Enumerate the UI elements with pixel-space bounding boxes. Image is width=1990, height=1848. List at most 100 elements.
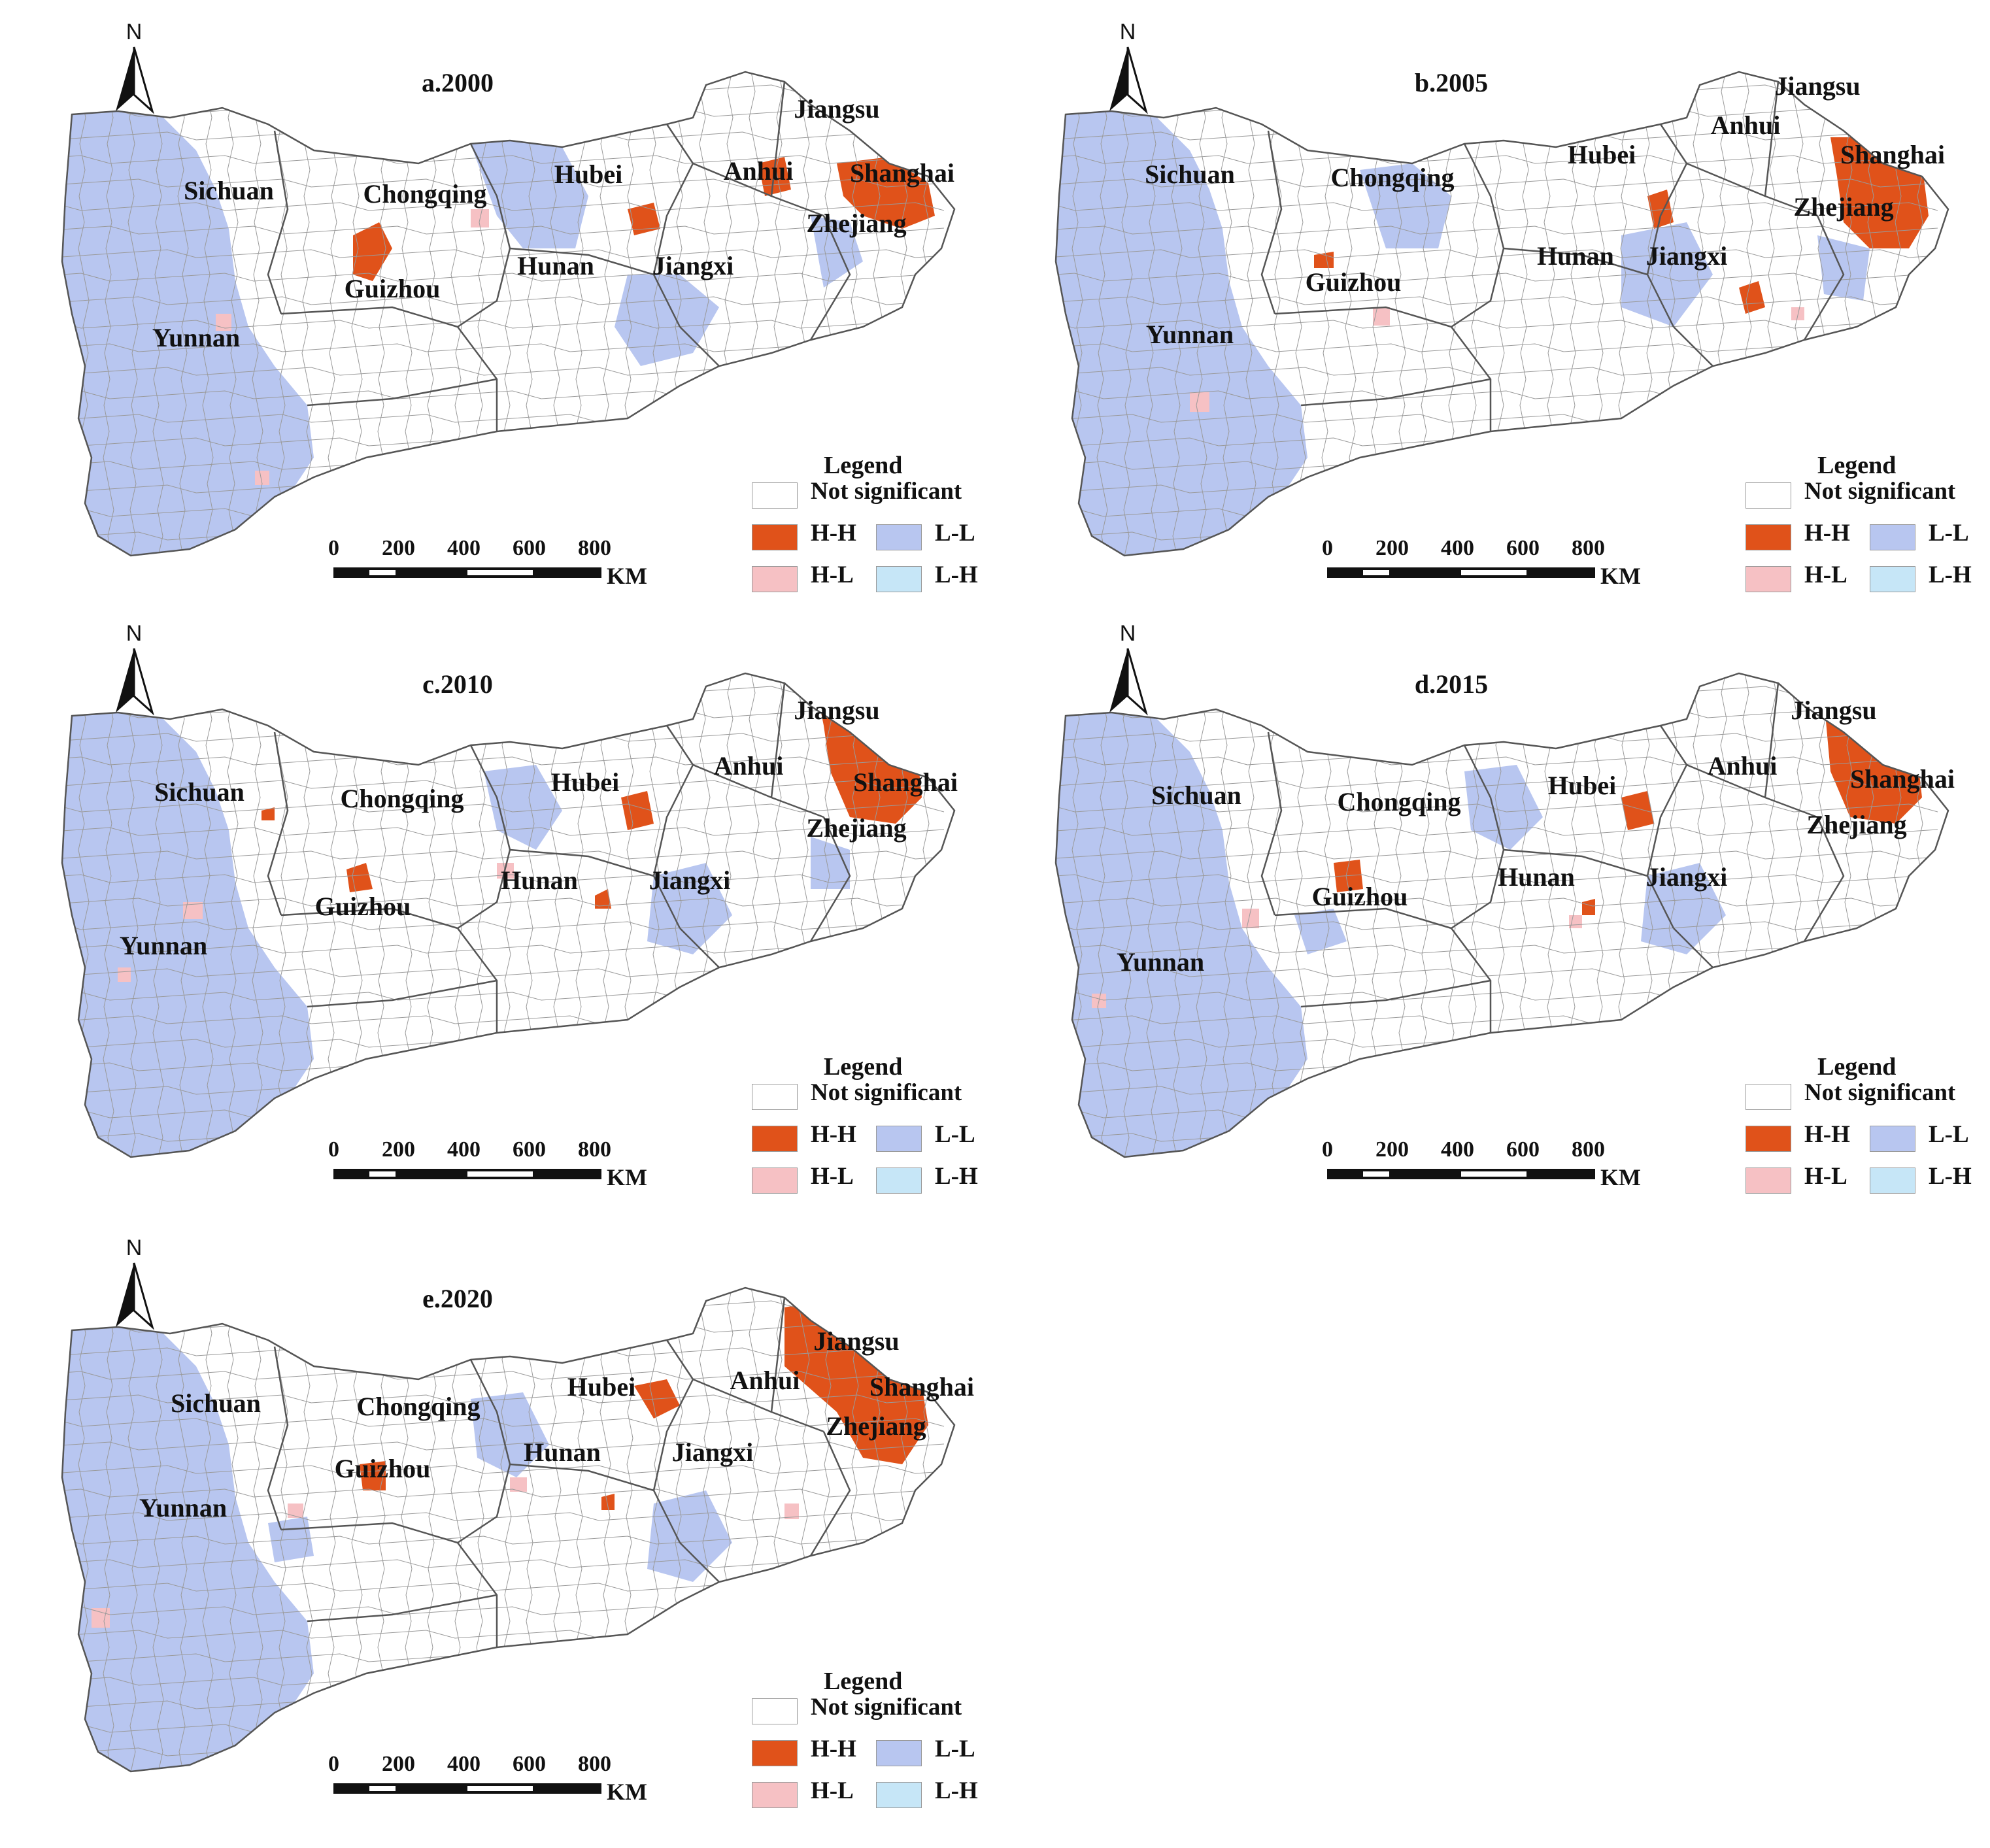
province-label-yunnan: Yunnan — [120, 931, 207, 960]
north-label: N — [126, 621, 143, 646]
province-label-sichuan: Sichuan — [1151, 781, 1241, 810]
legend-title: Legend — [824, 452, 903, 479]
province-label-jiangxi: Jiangxi — [1646, 241, 1727, 271]
hl-region — [1242, 909, 1259, 928]
hl-region — [784, 1504, 799, 1519]
province-label-shanghai: Shanghai — [853, 767, 958, 797]
province-boundaries — [1260, 682, 1845, 1033]
ll-region-west — [1056, 713, 1307, 1157]
legend-label-ll: L-L — [935, 1736, 975, 1762]
legend-swatch-hh — [1745, 524, 1791, 550]
map-d: Nd.2015 Sichuan Chongqing Guizhou Yunnan Hube… — [1054, 621, 1955, 1158]
province-label-hunan: Hunan — [524, 1437, 601, 1467]
legend-label-hh: H-H — [811, 520, 856, 546]
scale-tick-label: 200 — [382, 536, 415, 560]
ll-region — [1360, 163, 1451, 248]
province-label-hubei: Hubei — [1548, 771, 1616, 800]
province-label-zhejiang: Zhejiang — [1806, 810, 1906, 839]
legend: Legend Not significant H-H L-L H-L L-H — [1745, 1052, 1990, 1203]
province-label-sichuan: Sichuan — [184, 176, 274, 205]
scale-tick-label: 0 — [328, 536, 339, 560]
legend-swatch-ll — [876, 524, 922, 550]
scale-bar: 0 200 400 600 800 KM — [1322, 536, 1693, 601]
legend-label-ll: L-L — [935, 1121, 975, 1148]
province-label-hubei: Hubei — [554, 160, 622, 189]
north-arrow: N — [116, 621, 154, 716]
province-label-jiangxi: Jiangxi — [672, 1437, 753, 1467]
legend-label-lh: L-H — [935, 1163, 978, 1190]
province-label-chongqing: Chongqing — [363, 179, 487, 209]
north-label: N — [126, 20, 143, 44]
scale-tick-label: 600 — [513, 536, 546, 560]
legend: Legend Not significant H-H L-L H-L L-H — [752, 451, 1000, 601]
scale-tick-label: 0 — [328, 1137, 339, 1162]
province-label-shanghai: Shanghai — [1850, 764, 1955, 794]
legend-swatch-ns — [1745, 482, 1791, 509]
hl-region — [92, 1608, 110, 1628]
province-label-chongqing: Chongqing — [341, 784, 464, 813]
province-label-zhejiang: Zhejiang — [826, 1411, 926, 1441]
province-label-anhui: Anhui — [714, 751, 784, 781]
hh-region — [758, 157, 791, 196]
legend: Legend Not significant H-H L-L H-L L-H — [752, 1667, 1000, 1817]
legend-label-hl: H-L — [811, 1777, 854, 1804]
ll-region-west — [62, 1327, 314, 1772]
legend-swatch-ns — [752, 482, 798, 509]
scale-tick-label: 200 — [382, 1137, 415, 1162]
legend-label-hl: H-L — [811, 562, 854, 588]
panel-title: c.2010 — [422, 669, 493, 699]
legend-swatch-hl — [752, 1168, 798, 1194]
legend-swatch-ns — [752, 1084, 798, 1110]
scale-tick-label: 400 — [1441, 1137, 1474, 1162]
province-label-sichuan: Sichuan — [171, 1388, 261, 1418]
hl-region — [288, 1504, 303, 1518]
scale-tick-label: 800 — [1572, 536, 1605, 560]
legend-swatch-ll — [1870, 524, 1915, 550]
scale-tick-label: 400 — [1441, 536, 1474, 560]
province-label-zhejiang: Zhejiang — [806, 209, 906, 238]
legend-swatch-hh — [752, 524, 798, 550]
ll-region — [1294, 909, 1347, 954]
scale-tick-label: 200 — [1375, 536, 1409, 560]
province-label-chongqing: Chongqing — [1331, 163, 1455, 192]
hl-region — [1373, 307, 1390, 326]
panel-title: d.2015 — [1415, 669, 1488, 699]
province-label-guizhou: Guizhou — [315, 892, 411, 921]
scale-tick-label: 0 — [1322, 536, 1333, 560]
province-label-jiangsu: Jiangsu — [1774, 71, 1860, 101]
legend-swatch-hh — [752, 1740, 798, 1766]
legend-swatch-ll — [1870, 1126, 1915, 1152]
hh-region — [353, 222, 392, 281]
province-label-anhui: Anhui — [1711, 110, 1781, 140]
legend-label-ns: Not significant — [811, 478, 962, 505]
legend-swatch-lh — [876, 1168, 922, 1194]
hh-region — [346, 863, 373, 892]
scale-tick-label: 600 — [513, 1137, 546, 1162]
ll-region-west — [1056, 111, 1307, 556]
legend-swatch-hh — [1745, 1126, 1791, 1152]
ll-region — [484, 765, 562, 850]
province-label-guizhou: Guizhou — [345, 274, 441, 303]
map-e: Ne.2020 Sichuan Chongqing Guizhou Yunnan Hube… — [61, 1235, 974, 1773]
scale-tick-label: 400 — [447, 536, 481, 560]
legend-swatch-lh — [1870, 1168, 1915, 1194]
scale-tick-label: 400 — [447, 1752, 481, 1776]
province-label-yunnan: Yunnan — [1117, 947, 1204, 977]
scale-tick-label: 600 — [1506, 1137, 1540, 1162]
ll-region — [1621, 222, 1713, 327]
panel-title: b.2005 — [1415, 68, 1488, 97]
legend-label-hh: H-H — [1804, 520, 1850, 546]
scale-bar: 0 200 400 600 800 KM — [328, 1752, 700, 1817]
legend-label-hl: H-L — [1804, 1163, 1847, 1190]
ll-region — [1641, 863, 1726, 954]
province-label-jiangxi: Jiangxi — [652, 251, 734, 280]
legend-swatch-hl — [1745, 1168, 1791, 1194]
hh-region — [621, 791, 654, 830]
province-label-chongqing: Chongqing — [1338, 787, 1461, 816]
legend-title: Legend — [824, 1668, 903, 1695]
hh-region — [1582, 899, 1595, 915]
scale-tick-label: 200 — [1375, 1137, 1409, 1162]
province-label-shanghai: Shanghai — [1840, 140, 1945, 169]
